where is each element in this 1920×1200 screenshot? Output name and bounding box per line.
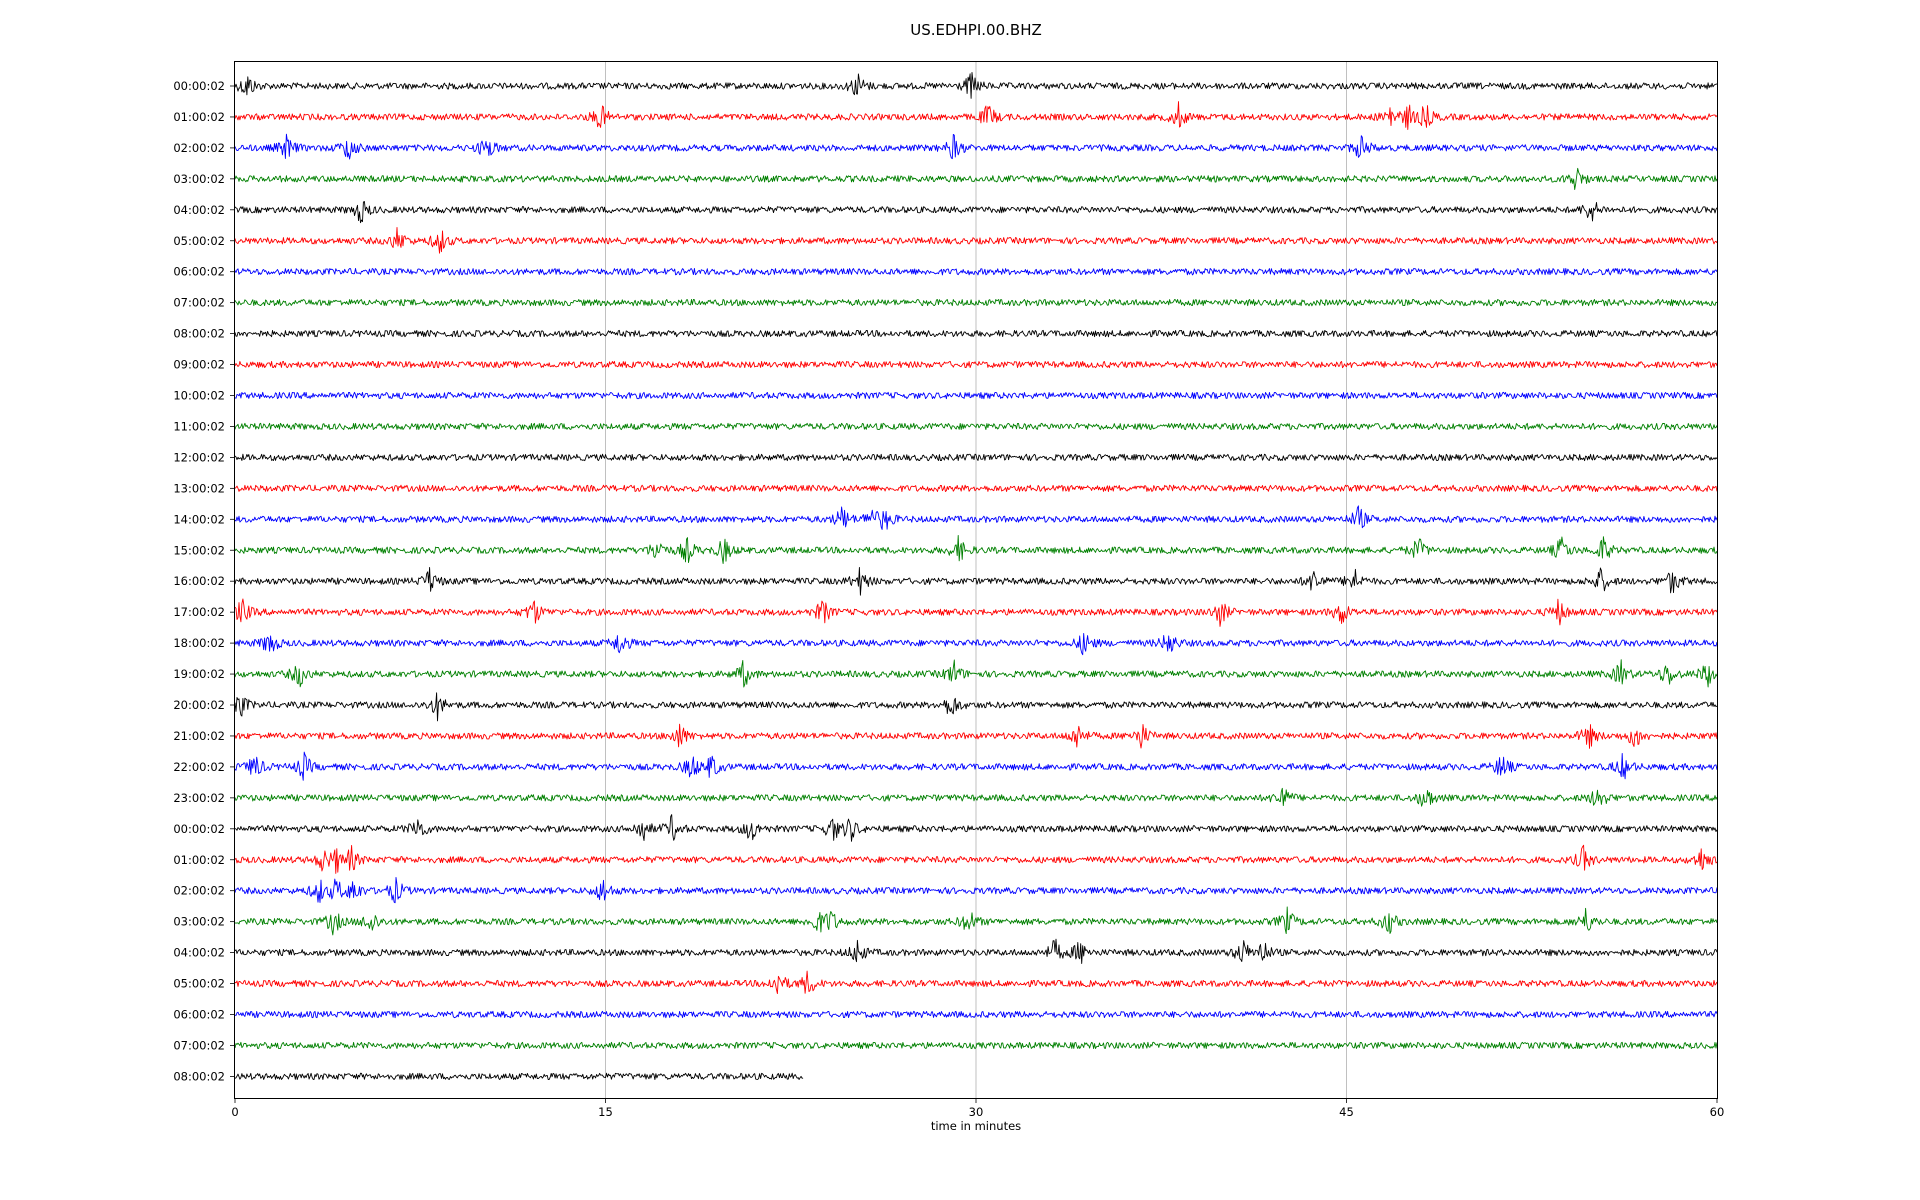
row-label-9: 09:00:02 <box>173 358 225 372</box>
trace-row-23 <box>234 787 1718 807</box>
trace-layer <box>234 72 1718 1080</box>
trace-row-3 <box>234 167 1718 191</box>
row-label-13: 13:00:02 <box>173 481 225 495</box>
trace-row-10 <box>234 391 1718 400</box>
trace-row-12 <box>234 453 1718 462</box>
trace-row-30 <box>234 1010 1718 1019</box>
row-label-3: 03:00:02 <box>173 172 225 186</box>
trace-row-1 <box>234 101 1718 130</box>
row-label-1: 01:00:02 <box>173 110 225 124</box>
trace-row-22 <box>234 751 1718 781</box>
row-label-29: 05:00:02 <box>173 977 225 991</box>
row-label-0: 00:00:02 <box>173 79 225 93</box>
x-tick-label-60: 60 <box>1710 1105 1725 1119</box>
trace-row-0 <box>234 72 1718 99</box>
trace-row-7 <box>234 299 1718 307</box>
x-tick-label-30: 30 <box>969 1105 984 1119</box>
row-label-15: 15:00:02 <box>173 543 225 557</box>
trace-row-32 <box>234 1072 804 1080</box>
trace-row-13 <box>234 484 1718 492</box>
row-label-7: 07:00:02 <box>173 296 225 310</box>
trace-row-21 <box>234 723 1718 749</box>
row-label-18: 18:00:02 <box>173 636 225 650</box>
x-axis-label: time in minutes <box>931 1119 1021 1133</box>
trace-row-18 <box>234 633 1718 656</box>
trace-row-20 <box>234 692 1718 722</box>
row-label-2: 02:00:02 <box>173 141 225 155</box>
row-label-10: 10:00:02 <box>173 389 225 403</box>
trace-row-27 <box>234 906 1718 936</box>
trace-row-16 <box>234 567 1718 596</box>
row-label-17: 17:00:02 <box>173 605 225 619</box>
trace-row-11 <box>234 422 1718 431</box>
row-label-30: 06:00:02 <box>173 1008 225 1022</box>
row-label-27: 03:00:02 <box>173 915 225 929</box>
x-tick-label-0: 0 <box>231 1105 238 1119</box>
trace-row-15 <box>234 535 1718 565</box>
x-axis: 0 15 30 45 60 <box>231 1098 1724 1119</box>
trace-row-26 <box>234 876 1718 904</box>
trace-row-31 <box>234 1041 1718 1050</box>
x-tick-label-45: 45 <box>1339 1105 1354 1119</box>
row-label-32: 08:00:02 <box>173 1069 225 1083</box>
trace-row-29 <box>234 970 1718 995</box>
row-label-4: 04:00:02 <box>173 203 225 217</box>
row-label-14: 14:00:02 <box>173 512 225 526</box>
row-label-11: 11:00:02 <box>173 419 225 433</box>
trace-row-5 <box>234 227 1718 254</box>
trace-row-8 <box>234 329 1718 338</box>
row-label-19: 19:00:02 <box>173 667 225 681</box>
trace-row-24 <box>234 814 1718 842</box>
trace-row-25 <box>234 844 1718 874</box>
row-label-20: 20:00:02 <box>173 698 225 712</box>
trace-row-19 <box>234 659 1718 688</box>
trace-row-14 <box>234 505 1718 530</box>
trace-row-6 <box>234 268 1718 276</box>
row-label-6: 06:00:02 <box>173 265 225 279</box>
trace-row-2 <box>234 133 1718 160</box>
trace-row-4 <box>234 201 1718 224</box>
row-label-16: 16:00:02 <box>173 574 225 588</box>
row-label-12: 12:00:02 <box>173 450 225 464</box>
row-label-23: 23:00:02 <box>173 791 225 805</box>
x-tick-label-15: 15 <box>598 1105 613 1119</box>
trace-row-17 <box>234 598 1718 627</box>
row-label-21: 21:00:02 <box>173 729 225 743</box>
row-label-layer: 00:00:02 01:00:02 02:00:02 03:00:02 04:00:02… <box>173 79 235 1083</box>
row-label-24: 00:00:02 <box>173 822 225 836</box>
row-label-8: 08:00:02 <box>173 327 225 341</box>
row-label-31: 07:00:02 <box>173 1038 225 1052</box>
row-label-28: 04:00:02 <box>173 946 225 960</box>
row-label-22: 22:00:02 <box>173 760 225 774</box>
trace-row-9 <box>234 360 1718 369</box>
chart-title: US.EDHPI.00.BHZ <box>910 21 1042 39</box>
row-label-26: 02:00:02 <box>173 884 225 898</box>
row-label-25: 01:00:02 <box>173 853 225 867</box>
row-label-5: 05:00:02 <box>173 234 225 248</box>
trace-row-28 <box>234 938 1718 964</box>
